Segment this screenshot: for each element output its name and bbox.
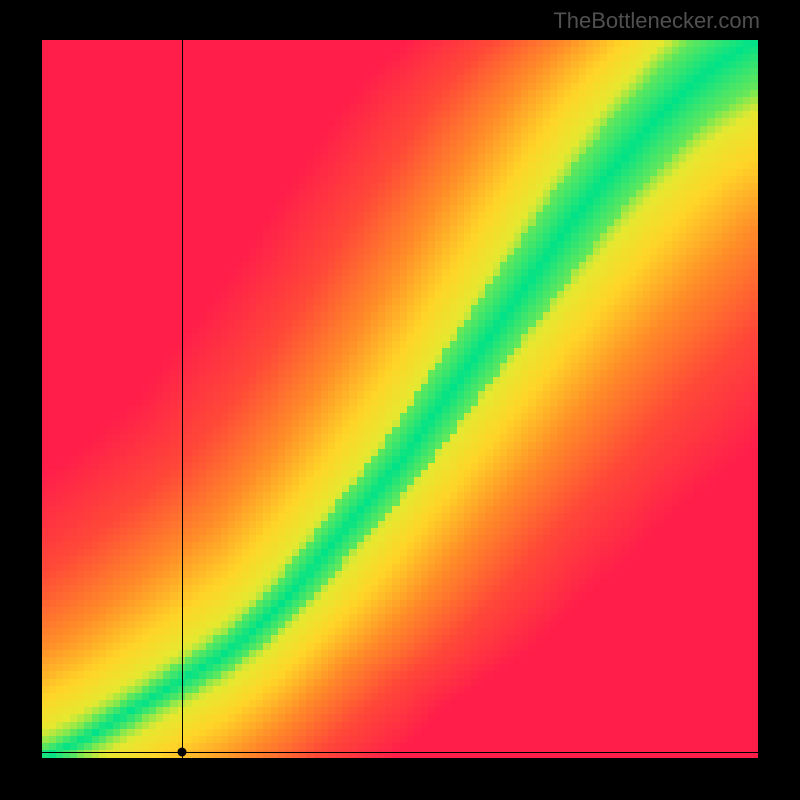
heatmap-canvas <box>42 40 758 758</box>
heatmap-plot <box>42 40 758 758</box>
crosshair-marker[interactable] <box>177 747 186 756</box>
crosshair-horizontal <box>42 752 758 753</box>
watermark-text: TheBottlenecker.com <box>553 8 760 34</box>
chart-container: { "watermark_text": "TheBottlenecker.com… <box>0 0 800 800</box>
crosshair-vertical <box>182 40 183 758</box>
